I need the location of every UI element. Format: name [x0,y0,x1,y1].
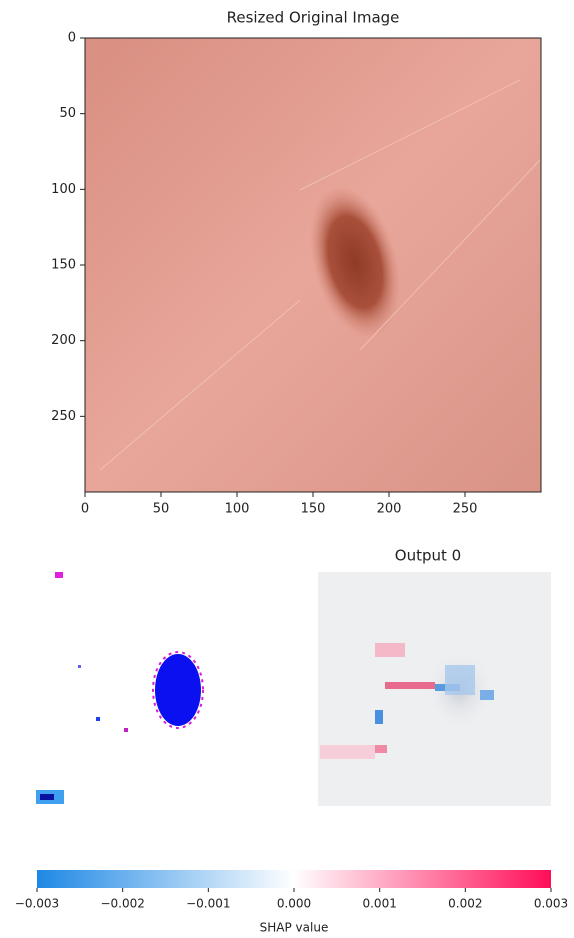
x-tick-label: 150 [301,502,326,517]
shap-pixels [320,643,494,759]
x-tick-label: −0.001 [186,897,230,911]
x-tick-label: 100 [225,502,250,517]
colorbar [37,870,551,888]
title: Output 0 [395,547,461,565]
y-tick-label: 50 [59,106,76,121]
x-tick-label: 200 [377,502,402,517]
x-tick-label: 0.003 [534,897,568,911]
shap-overlay [36,572,204,804]
x-tick-label: −0.003 [15,897,59,911]
axis-label: SHAP value [260,921,329,935]
x-tick-label: 0 [81,502,89,517]
x-tick-label: −0.002 [100,897,144,911]
x-tick-label: 50 [153,502,170,517]
y-tick-label: 0 [68,31,76,46]
title: Resized Original Image [227,9,400,27]
hair [99,79,541,471]
x-tick-label: 0.001 [362,897,396,911]
y-tick-label: 200 [51,333,76,348]
y-tick-label: 150 [51,258,76,273]
y-tick-label: 250 [51,409,76,424]
y-tick-label: 100 [51,182,76,197]
lesion [309,185,401,339]
x-tick-label: 0.002 [448,897,482,911]
x-tick-label: 250 [453,502,478,517]
x-tick-label: 0.000 [277,897,311,911]
